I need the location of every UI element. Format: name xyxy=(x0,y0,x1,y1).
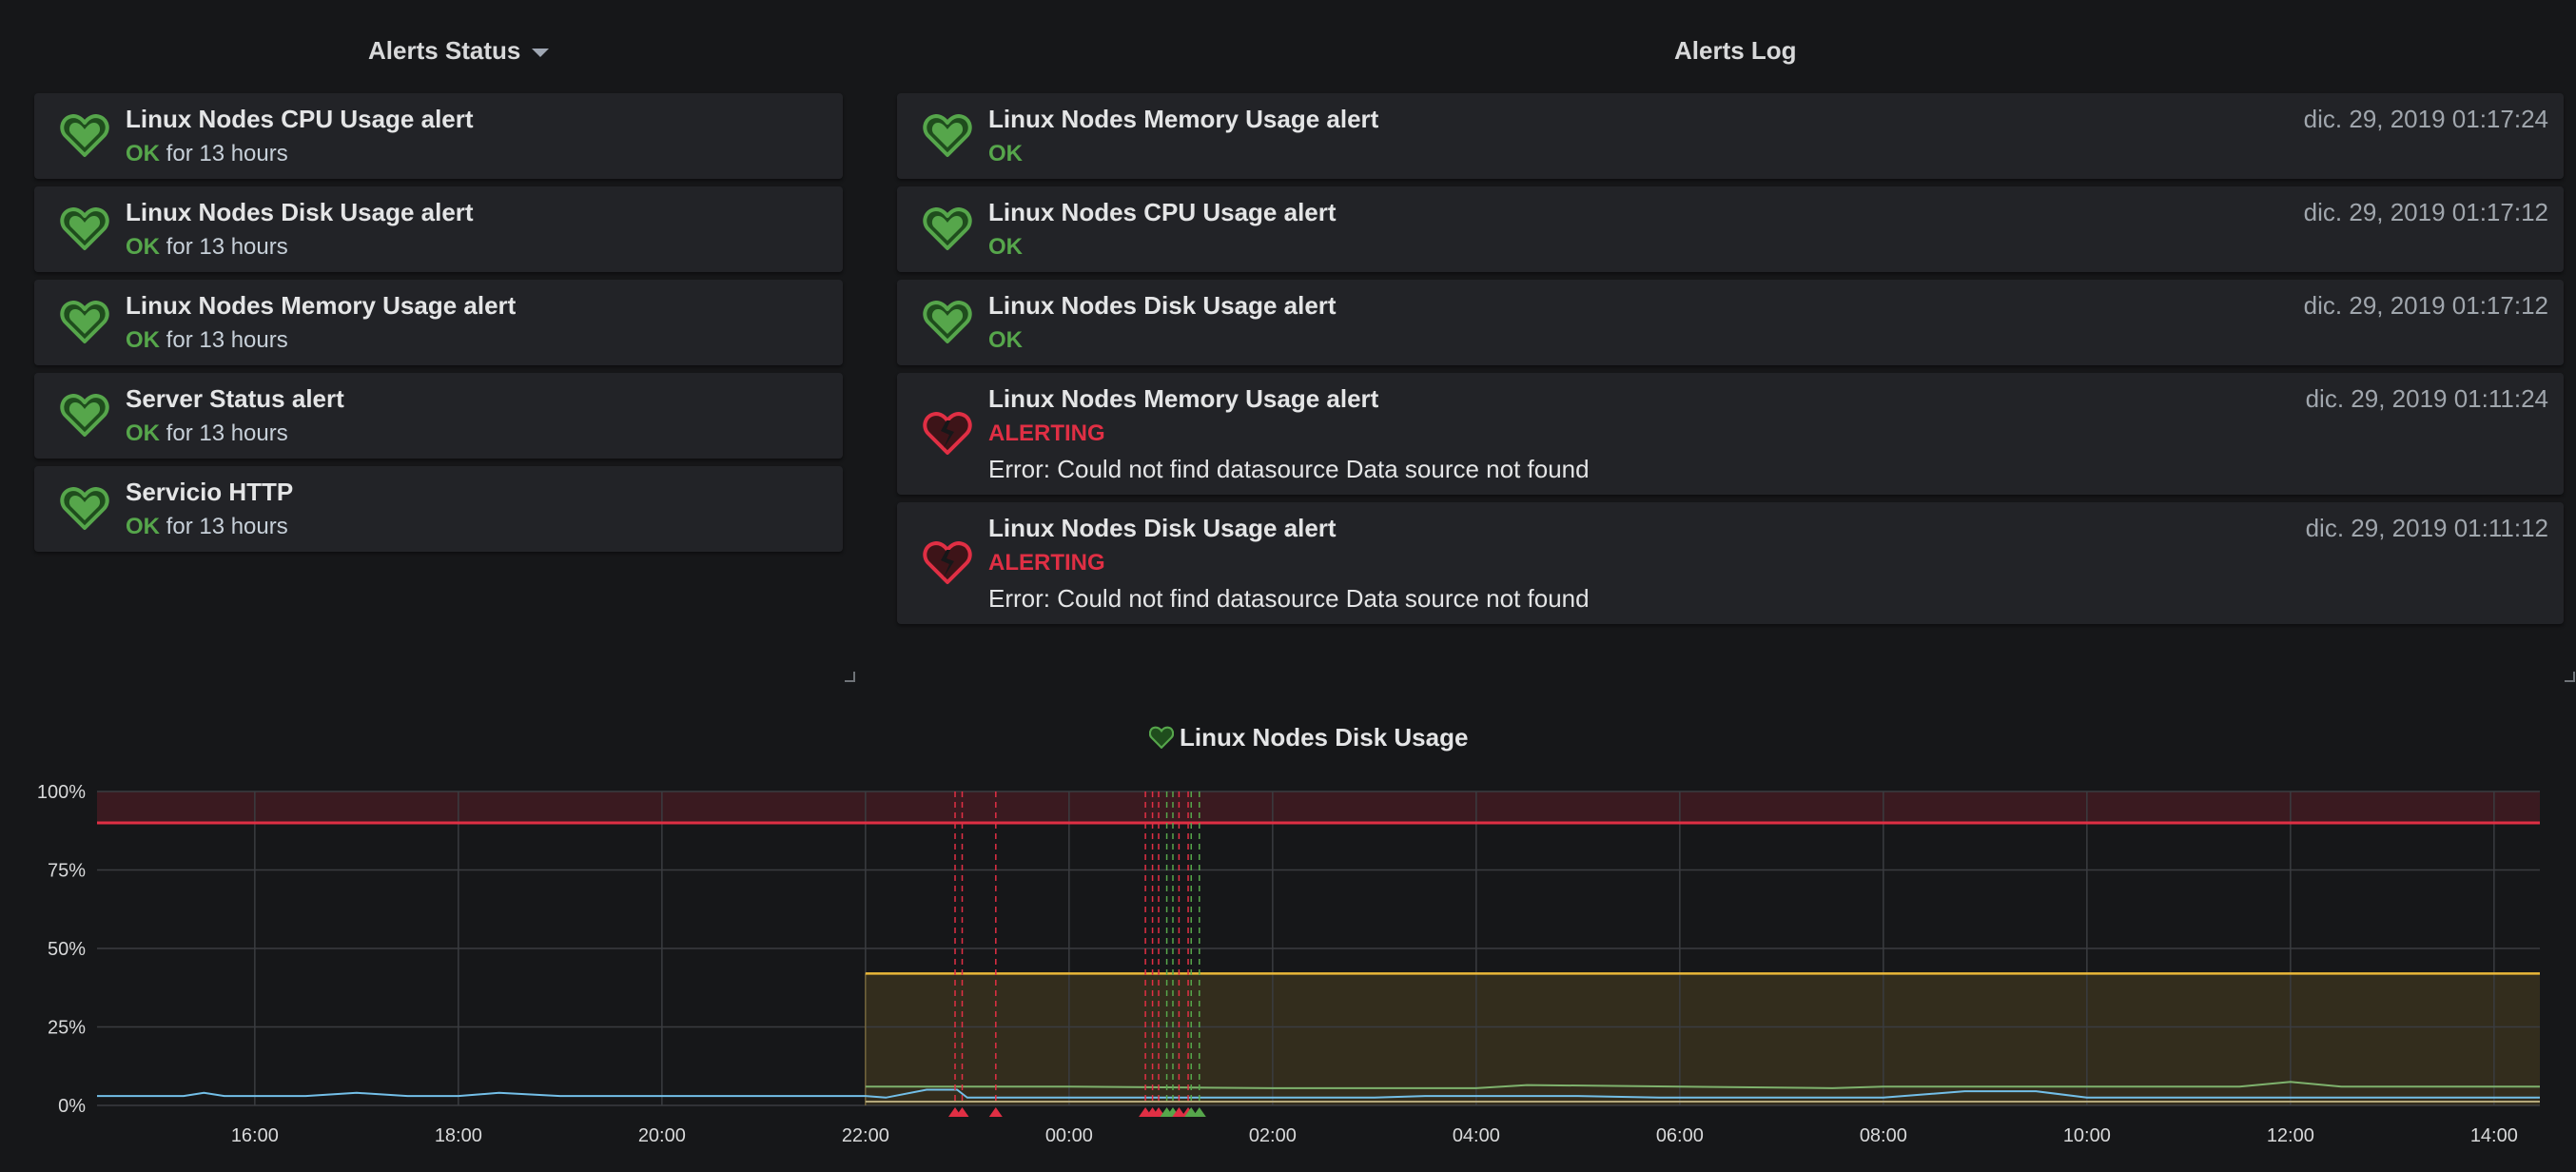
alert-duration: for 13 hours xyxy=(166,420,288,446)
x-tick-label: 20:00 xyxy=(638,1125,686,1146)
alert-state-badge: OK xyxy=(126,327,160,353)
x-tick-label: 04:00 xyxy=(1453,1125,1500,1146)
y-tick-label: 25% xyxy=(48,1018,86,1039)
x-tick-label: 18:00 xyxy=(435,1125,482,1146)
alert-state-line: OK for 13 hours xyxy=(126,514,288,540)
alert-timestamp: dic. 29, 2019 01:17:24 xyxy=(2303,105,2548,133)
alert-state-badge: OK xyxy=(126,234,160,260)
alert-state-line: OK for 13 hours xyxy=(126,141,288,167)
alert-state-line: OK xyxy=(988,141,1023,167)
alert-name[interactable]: Server Status alert xyxy=(126,384,344,413)
alert-timestamp: dic. 29, 2019 01:17:12 xyxy=(2303,198,2548,226)
y-tick-label: 0% xyxy=(58,1096,86,1117)
alert-state-badge: OK xyxy=(988,327,1023,353)
alert-error-message: Error: Could not find datasource Data so… xyxy=(988,455,1590,483)
alert-duration: for 13 hours xyxy=(166,514,288,539)
critical-threshold-area xyxy=(97,791,2540,823)
alert-timestamp: dic. 29, 2019 01:11:24 xyxy=(2305,384,2548,413)
alert-state-badge: OK xyxy=(126,420,160,446)
alert-card[interactable]: Server Status alert OK for 13 hours xyxy=(34,373,843,459)
alert-state-badge: OK xyxy=(988,141,1023,166)
alert-name[interactable]: Linux Nodes CPU Usage alert xyxy=(126,105,474,133)
warning-threshold-area xyxy=(865,973,2540,1105)
alert-state-badge: OK xyxy=(126,514,160,539)
alert-card[interactable]: Linux Nodes CPU Usage alert OK dic. 29, 20… xyxy=(897,186,2564,272)
alert-name[interactable]: Linux Nodes CPU Usage alert xyxy=(988,198,1337,226)
alert-duration: for 13 hours xyxy=(166,327,288,353)
alert-state-badge: ALERTING xyxy=(988,420,1105,446)
alert-error-message: Error: Could not find datasource Data so… xyxy=(988,584,1590,613)
annotation-marker[interactable] xyxy=(955,1107,969,1117)
y-tick-label: 50% xyxy=(48,939,86,960)
alert-state-line: OK for 13 hours xyxy=(126,420,288,447)
heart-icon xyxy=(60,487,109,530)
x-tick-label: 16:00 xyxy=(231,1125,279,1146)
heart-icon xyxy=(60,114,109,157)
heart-icon xyxy=(923,301,972,343)
x-tick-label: 14:00 xyxy=(2470,1125,2518,1146)
heart-icon xyxy=(1148,726,1175,750)
y-tick-label: 100% xyxy=(37,782,86,803)
alert-timestamp: dic. 29, 2019 01:17:12 xyxy=(2303,291,2548,320)
chevron-down-icon[interactable] xyxy=(532,48,550,57)
alert-state-line: OK for 13 hours xyxy=(126,234,288,261)
x-tick-label: 12:00 xyxy=(2267,1125,2314,1146)
alert-name[interactable]: Linux Nodes Disk Usage alert xyxy=(988,291,1337,320)
alert-state-line: OK xyxy=(988,327,1023,354)
alert-card[interactable]: Linux Nodes Disk Usage alert OK for 13 ho… xyxy=(34,186,843,272)
alert-card[interactable]: Linux Nodes Memory Usage alert OK for 13 … xyxy=(34,280,843,365)
alert-duration: for 13 hours xyxy=(166,141,288,166)
alerts-status-title[interactable]: Alerts Status xyxy=(368,36,550,66)
alert-card[interactable]: Linux Nodes Memory Usage alert OK dic. 29,… xyxy=(897,93,2564,179)
alert-state-badge: OK xyxy=(988,234,1023,260)
alert-card[interactable]: Linux Nodes Disk Usage alert OK dic. 29, 2… xyxy=(897,280,2564,365)
graph-title[interactable]: Linux Nodes Disk Usage xyxy=(1148,723,1468,752)
series-line-1[interactable] xyxy=(97,1088,2540,1099)
annotation-marker[interactable] xyxy=(1172,1107,1186,1117)
alert-state-line: ALERTING xyxy=(988,550,1105,576)
alert-name[interactable]: Servicio HTTP xyxy=(126,478,294,506)
alert-name[interactable]: Linux Nodes Disk Usage alert xyxy=(126,198,474,226)
broken-heart-icon xyxy=(923,541,972,584)
x-tick-label: 08:00 xyxy=(1860,1125,1907,1146)
panel-resize-handle[interactable] xyxy=(845,672,855,682)
heart-icon xyxy=(60,394,109,437)
alert-name[interactable]: Linux Nodes Memory Usage alert xyxy=(988,105,1379,133)
alert-state-line: OK for 13 hours xyxy=(126,327,288,354)
alert-name[interactable]: Linux Nodes Memory Usage alert xyxy=(988,384,1379,413)
alert-state-badge: ALERTING xyxy=(988,550,1105,576)
series-line-2[interactable] xyxy=(865,1081,2540,1089)
annotation-marker[interactable] xyxy=(1192,1107,1206,1117)
x-tick-label: 00:00 xyxy=(1045,1125,1093,1146)
heart-icon xyxy=(923,207,972,250)
disk-usage-graph[interactable]: 0% 25% 50% 75% 100% 16:00 18:00 20:00 22:00 00:00… xyxy=(0,761,2576,1172)
alert-state-line: OK xyxy=(988,234,1023,261)
alert-state-line: ALERTING xyxy=(988,420,1105,447)
heart-icon xyxy=(60,207,109,250)
alert-name[interactable]: Linux Nodes Disk Usage alert xyxy=(988,514,1337,542)
x-tick-label: 10:00 xyxy=(2063,1125,2111,1146)
alert-duration: for 13 hours xyxy=(166,234,288,260)
alert-card[interactable]: Servicio HTTP OK for 13 hours xyxy=(34,466,843,552)
x-tick-label: 02:00 xyxy=(1249,1125,1297,1146)
broken-heart-icon xyxy=(923,412,972,455)
y-tick-label: 75% xyxy=(48,861,86,882)
x-tick-label: 22:00 xyxy=(842,1125,889,1146)
alert-state-badge: OK xyxy=(126,141,160,166)
graph-panel: Linux Nodes Disk Usage xyxy=(0,712,2576,753)
heart-icon xyxy=(60,301,109,343)
alert-card[interactable]: Linux Nodes Memory Usage alert ALERTING Er… xyxy=(897,373,2564,495)
panel-resize-handle[interactable] xyxy=(2565,672,2575,682)
annotation-marker[interactable] xyxy=(988,1107,1003,1117)
heart-icon xyxy=(923,114,972,157)
alert-timestamp: dic. 29, 2019 01:11:12 xyxy=(2305,514,2548,542)
x-tick-label: 06:00 xyxy=(1656,1125,1704,1146)
alert-name[interactable]: Linux Nodes Memory Usage alert xyxy=(126,291,517,320)
alerts-log-title: Alerts Log xyxy=(1674,36,1797,65)
alert-card[interactable]: Linux Nodes CPU Usage alert OK for 13 hou… xyxy=(34,93,843,179)
alert-card[interactable]: Linux Nodes Disk Usage alert ALERTING Erro… xyxy=(897,502,2564,624)
